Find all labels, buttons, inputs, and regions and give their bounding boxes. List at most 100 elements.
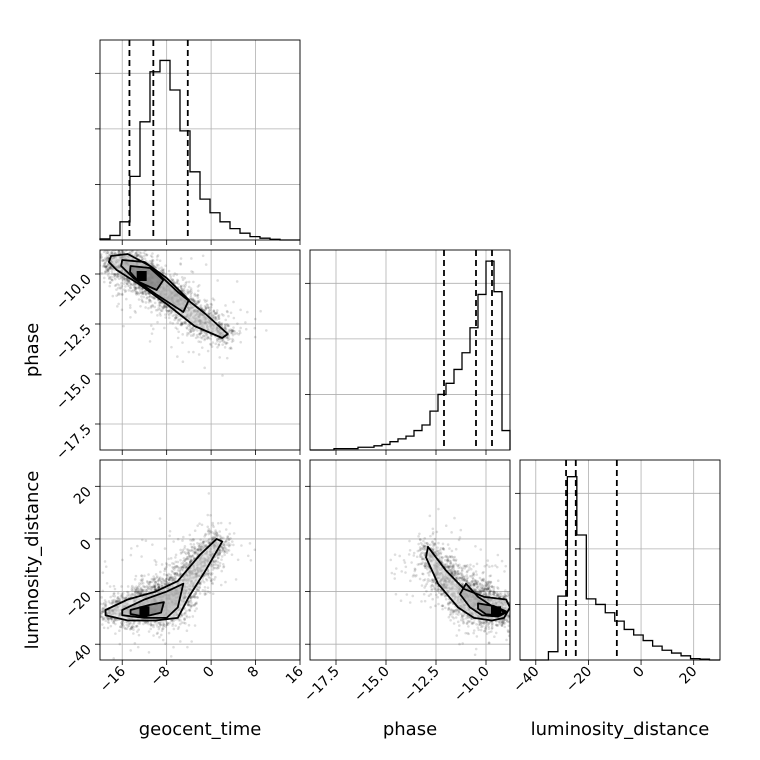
sample-point (223, 540, 226, 544)
sample-point (135, 292, 139, 296)
sample-point (106, 617, 110, 621)
sample-point (190, 640, 193, 643)
sample-point (129, 250, 132, 254)
sample-point (202, 543, 206, 547)
sample-point (133, 594, 137, 597)
sample-point (187, 350, 191, 354)
sample-point (174, 316, 177, 320)
sample-point (106, 266, 109, 269)
sample-point (483, 587, 487, 591)
sample-point (190, 326, 194, 329)
sample-point (439, 546, 443, 550)
sample-point (465, 574, 469, 577)
sample-point (196, 299, 200, 303)
sample-point (503, 594, 507, 597)
sample-point (448, 568, 452, 572)
sample-point (113, 618, 117, 621)
sample-point (110, 265, 113, 269)
sample-point (107, 271, 110, 275)
sample-point (175, 316, 178, 320)
sample-point (188, 600, 191, 603)
density-core (136, 271, 147, 281)
sample-point (184, 557, 188, 561)
sample-point (224, 318, 228, 322)
sample-point (100, 609, 104, 612)
sample-point (108, 266, 112, 270)
sample-point (460, 568, 464, 571)
sample-point (158, 576, 162, 579)
sample-point (146, 291, 150, 295)
sample-point (131, 250, 134, 254)
sample-point (166, 309, 170, 313)
sample-point (173, 313, 176, 316)
sample-point (109, 281, 112, 284)
sample-point (167, 578, 171, 582)
sample-point (204, 533, 207, 537)
sample-point (171, 578, 174, 581)
sample-point (130, 626, 133, 629)
sample-point (165, 580, 168, 584)
sample-point (153, 265, 156, 269)
sample-point (107, 254, 111, 257)
sample-point (127, 289, 131, 292)
sample-point (157, 586, 160, 589)
sample-point (201, 542, 204, 545)
sample-point (109, 267, 112, 270)
sample-point (136, 250, 139, 253)
sample-point (149, 261, 153, 265)
sample-point (176, 537, 180, 541)
sample-point (181, 567, 184, 570)
sample-point (210, 539, 214, 542)
sample-point (100, 253, 103, 256)
sample-point (206, 569, 210, 573)
sample-point (104, 603, 108, 607)
sample-point (138, 582, 141, 585)
sample-point (108, 281, 112, 284)
sample-point (172, 627, 176, 631)
sample-point (485, 621, 489, 625)
sample-point (155, 632, 159, 636)
sample-point (186, 290, 189, 294)
sample-point (230, 540, 234, 543)
sample-point (161, 268, 164, 272)
sample-point (104, 267, 108, 271)
sample-point (114, 622, 117, 626)
sample-point (113, 601, 116, 604)
sample-point (150, 259, 154, 263)
sample-point (144, 306, 147, 309)
sample-point (433, 541, 436, 545)
sample-point (220, 555, 224, 558)
sample-point (216, 556, 220, 560)
sample-point (188, 608, 192, 612)
sample-point (213, 532, 217, 536)
sample-point (117, 250, 121, 253)
sample-point (107, 268, 110, 272)
sample-point (116, 275, 119, 279)
sample-point (145, 297, 149, 300)
sample-point (224, 342, 228, 346)
sample-point (187, 280, 191, 284)
sample-point (150, 255, 154, 259)
sample-point (160, 584, 164, 588)
sample-point (137, 254, 141, 257)
sample-point (124, 627, 127, 631)
sample-point (116, 597, 119, 600)
sample-point (130, 627, 133, 630)
sample-point (431, 532, 435, 536)
sample-point (455, 576, 458, 580)
sample-point (153, 297, 157, 300)
sample-point (452, 609, 456, 613)
sample-point (204, 544, 208, 547)
sample-point (135, 254, 138, 258)
sample-point (152, 297, 156, 300)
sample-point (208, 576, 211, 580)
sample-point (130, 626, 133, 630)
sample-point (217, 549, 221, 552)
sample-point (201, 254, 205, 258)
sample-point (206, 540, 210, 543)
sample-point (189, 330, 193, 333)
sample-point (187, 324, 190, 328)
sample-point (128, 303, 132, 307)
sample-point (452, 558, 455, 562)
sample-point (156, 582, 160, 586)
